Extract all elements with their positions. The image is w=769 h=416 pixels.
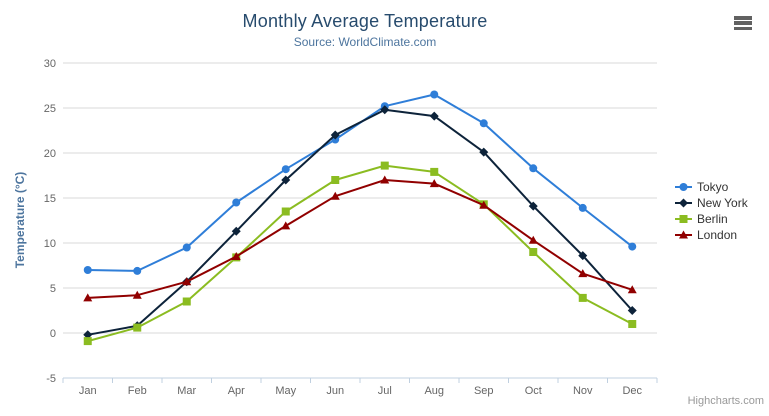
- chart-title: Monthly Average Temperature: [242, 11, 488, 31]
- series-line-berlin[interactable]: [87, 164, 633, 343]
- data-point-berlin-dec[interactable]: [628, 320, 637, 328]
- data-point-tokyo-nov[interactable]: [578, 203, 587, 212]
- data-point-london-may[interactable]: [281, 221, 291, 230]
- data-point-london-sep[interactable]: [479, 200, 489, 209]
- x-axis-label: Nov: [573, 385, 593, 397]
- series-line-new-york[interactable]: [87, 108, 633, 336]
- legend-marker-shape[interactable]: [679, 215, 688, 223]
- y-axis-label: 15: [44, 193, 56, 205]
- data-point-london-feb[interactable]: [132, 290, 142, 299]
- x-axis-label: Aug: [424, 385, 444, 397]
- data-point-tokyo-jan[interactable]: [83, 266, 92, 274]
- legend-marker-diamond: [675, 198, 692, 208]
- legend-marker-circle: [675, 183, 692, 191]
- y-axis-label: 25: [44, 103, 56, 115]
- legend-label: London: [697, 228, 738, 242]
- x-axis-label: Jul: [378, 385, 392, 397]
- data-point-berlin-aug[interactable]: [430, 167, 439, 176]
- data-point-tokyo-dec[interactable]: [628, 242, 637, 251]
- data-point-london-jun[interactable]: [330, 191, 340, 200]
- data-point-new-york-dec[interactable]: [627, 306, 637, 315]
- x-axis-label: Mar: [177, 385, 196, 397]
- data-point-new-york-may[interactable]: [281, 175, 291, 185]
- legend-label: Berlin: [697, 212, 728, 226]
- x-axis-label: Oct: [525, 385, 542, 397]
- y-axis-label: 30: [44, 58, 56, 70]
- data-point-tokyo-oct[interactable]: [529, 164, 538, 173]
- data-point-berlin-oct[interactable]: [529, 248, 538, 256]
- data-point-london-jul[interactable]: [380, 175, 390, 184]
- series-line-london[interactable]: [87, 179, 633, 299]
- data-point-new-york-sep[interactable]: [479, 147, 489, 157]
- data-point-london-jan[interactable]: [83, 293, 93, 302]
- data-point-tokyo-may[interactable]: [281, 165, 290, 174]
- x-axis-label: Dec: [622, 385, 642, 397]
- legend: Tokyo New York Berlin London: [675, 179, 748, 243]
- legend-item-new-york[interactable]: New York: [675, 195, 748, 211]
- legend-item-london[interactable]: London: [675, 227, 748, 243]
- series-line-tokyo[interactable]: [87, 93, 633, 272]
- legend-item-tokyo[interactable]: Tokyo: [675, 179, 748, 195]
- data-point-new-york-jun[interactable]: [330, 130, 340, 140]
- x-axis-label: Jun: [326, 385, 344, 397]
- legend-marker-square: [675, 215, 692, 223]
- legend-label: Tokyo: [697, 180, 729, 194]
- y-axis-label: 0: [50, 328, 56, 340]
- legend-marker-triangle: [675, 230, 692, 239]
- data-point-berlin-jun[interactable]: [331, 176, 340, 184]
- data-point-new-york-nov[interactable]: [578, 251, 588, 261]
- chart-subtitle: Source: WorldClimate.com: [293, 35, 437, 49]
- data-point-berlin-mar[interactable]: [182, 297, 191, 306]
- y-axis-title: Temperature (°C): [13, 171, 27, 269]
- x-axis-label: Sep: [474, 385, 494, 397]
- hamburger-icon: [734, 16, 752, 32]
- data-point-tokyo-mar[interactable]: [182, 243, 191, 252]
- legend-marker-shape[interactable]: [679, 183, 688, 191]
- data-point-berlin-feb[interactable]: [133, 323, 142, 332]
- data-point-new-york-jan[interactable]: [83, 330, 93, 340]
- data-point-berlin-jul[interactable]: [380, 161, 389, 170]
- y-axis-label: -5: [46, 373, 56, 385]
- data-point-london-apr[interactable]: [231, 252, 241, 260]
- credits-link[interactable]: Highcharts.com: [687, 395, 764, 407]
- x-axis-label: Apr: [228, 385, 245, 397]
- data-point-tokyo-sep[interactable]: [479, 119, 488, 128]
- data-point-new-york-aug[interactable]: [429, 111, 439, 121]
- data-point-new-york-apr[interactable]: [231, 226, 241, 236]
- legend-label: New York: [697, 196, 748, 210]
- data-point-berlin-nov[interactable]: [578, 293, 587, 302]
- x-axis-label: Feb: [128, 385, 147, 397]
- x-axis-label: May: [275, 385, 296, 397]
- data-point-london-dec[interactable]: [627, 285, 637, 294]
- data-point-london-oct[interactable]: [528, 235, 538, 244]
- x-axis-label: Jan: [79, 385, 97, 397]
- data-point-tokyo-apr[interactable]: [232, 198, 241, 207]
- y-axis-label: 20: [44, 148, 56, 160]
- legend-marker-shape[interactable]: [679, 230, 688, 239]
- data-point-berlin-may[interactable]: [281, 207, 290, 216]
- data-point-new-york-jul[interactable]: [380, 105, 390, 115]
- data-point-tokyo-feb[interactable]: [133, 266, 142, 275]
- data-point-tokyo-aug[interactable]: [430, 90, 439, 99]
- legend-marker-shape[interactable]: [679, 198, 688, 208]
- export-menu-button[interactable]: [734, 16, 754, 32]
- data-point-new-york-oct[interactable]: [528, 201, 538, 211]
- data-point-london-mar[interactable]: [182, 277, 192, 286]
- y-axis-label: 5: [50, 283, 56, 295]
- legend-item-berlin[interactable]: Berlin: [675, 211, 748, 227]
- data-point-london-aug[interactable]: [429, 179, 439, 188]
- data-point-london-nov[interactable]: [578, 269, 588, 278]
- data-point-berlin-jan[interactable]: [83, 337, 92, 346]
- y-axis-label: 10: [44, 238, 56, 250]
